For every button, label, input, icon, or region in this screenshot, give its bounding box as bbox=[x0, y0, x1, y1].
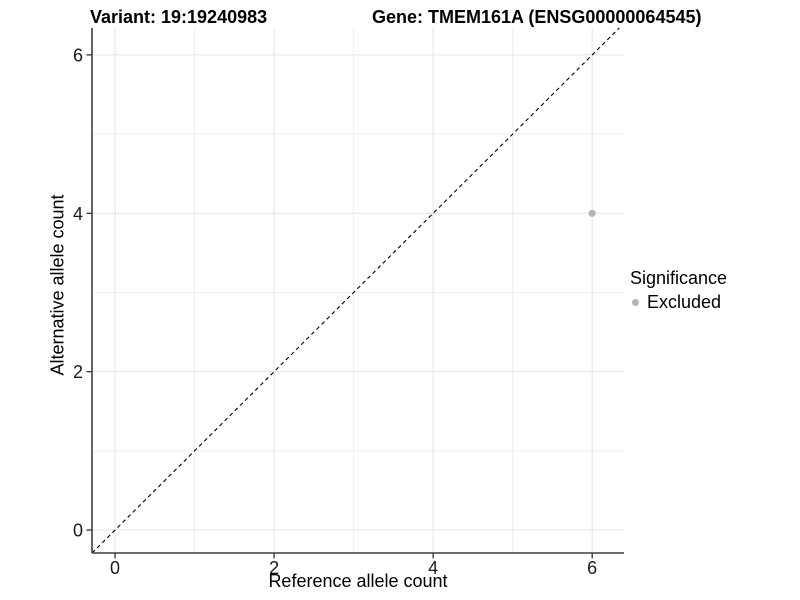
identity-line bbox=[91, 27, 620, 554]
legend-entry-label: Excluded bbox=[647, 292, 722, 312]
y-tick-label: 0 bbox=[73, 521, 83, 541]
y-tick-label: 4 bbox=[73, 204, 83, 224]
x-tick-label: 2 bbox=[269, 558, 279, 578]
plot-title-gene: Gene: TMEM161A (ENSG00000064545) bbox=[372, 7, 702, 27]
legend-title: Significance bbox=[630, 268, 728, 288]
legend-point-icon bbox=[632, 299, 639, 306]
legend: Significance Excluded bbox=[630, 268, 727, 313]
y-axis-title: Alternative allele count bbox=[47, 194, 68, 376]
y-tick-label: 6 bbox=[73, 45, 83, 65]
data-point bbox=[588, 209, 596, 217]
x-tick-label: 0 bbox=[110, 558, 120, 578]
plot-title-variant: Variant: 19:19240983 bbox=[90, 7, 268, 27]
x-tick-label: 6 bbox=[587, 558, 597, 578]
x-axis-title: Reference allele count bbox=[268, 571, 448, 591]
y-tick-label: 2 bbox=[73, 362, 83, 382]
legend-entry-excluded: Excluded bbox=[630, 292, 727, 313]
x-tick-label: 4 bbox=[428, 558, 438, 578]
